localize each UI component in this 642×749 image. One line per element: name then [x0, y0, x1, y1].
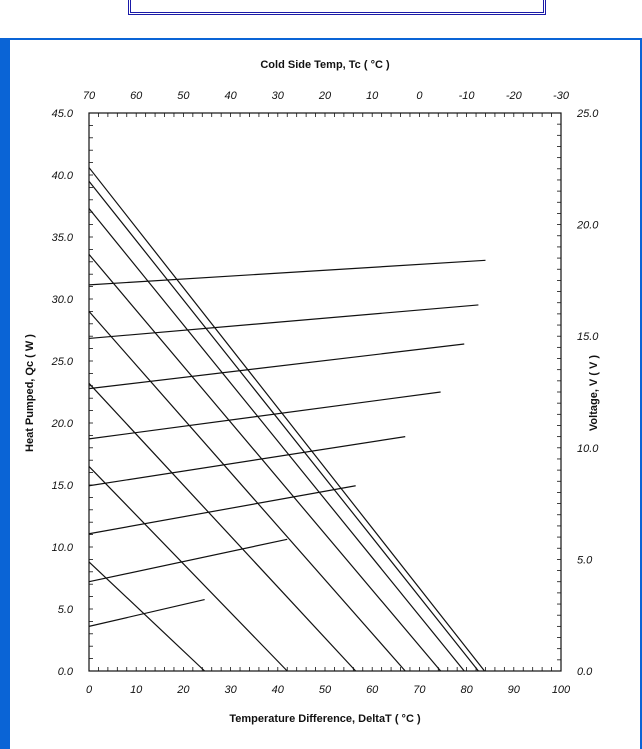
y2-tick-label: 25.0	[576, 108, 599, 120]
x2-tick-label: -10	[459, 90, 476, 102]
chart-panel	[10, 40, 640, 749]
x-axis-label: Temperature Difference, DeltaT ( °C )	[229, 713, 421, 725]
qc-line	[88, 180, 479, 672]
x2-tick-label: 50	[177, 90, 190, 102]
voltage-line	[88, 304, 479, 340]
x-tick-label: 100	[552, 684, 571, 696]
x2-tick-label: 60	[130, 90, 143, 102]
x-tick-label: 90	[508, 684, 521, 696]
y-tick-label: 45.0	[52, 108, 74, 120]
y-tick-label: 0.0	[58, 666, 74, 678]
y-tick-label: 15.0	[52, 480, 74, 492]
header-box	[128, 0, 546, 15]
voltage-line	[88, 538, 288, 583]
y-tick-label: 10.0	[52, 542, 74, 554]
y2-axis-label: Voltage, V ( V )	[588, 355, 600, 432]
x-tick-label: 60	[366, 684, 379, 696]
qc-line	[88, 311, 406, 672]
y2-tick-label: 15.0	[577, 331, 599, 343]
qc-line	[88, 208, 465, 672]
qc-line	[88, 253, 442, 672]
x2-tick-label: 0	[416, 90, 423, 102]
x-tick-label: 10	[130, 684, 143, 696]
x-tick-label: 20	[176, 684, 190, 696]
y-tick-label: 40.0	[52, 170, 74, 182]
qc-line	[88, 167, 486, 672]
y2-tick-label: 0.0	[577, 666, 593, 678]
qc-line	[88, 561, 206, 672]
voltage-line	[88, 343, 465, 390]
qc-line	[88, 465, 288, 672]
y-tick-label: 5.0	[58, 604, 74, 616]
x-tick-label: 40	[272, 684, 285, 696]
x-tick-label: 30	[224, 684, 237, 696]
y-axis-label: Heat Pumped, Qc ( W )	[24, 334, 36, 452]
y-tick-label: 20.0	[51, 418, 74, 430]
x2-tick-label: 20	[318, 90, 332, 102]
x-tick-label: 0	[86, 684, 93, 696]
x2-tick-label: -30	[553, 90, 570, 102]
voltage-line	[88, 259, 486, 286]
y2-tick-label: 10.0	[577, 443, 599, 455]
x2-tick-label: 40	[224, 90, 237, 102]
x2-tick-label: 30	[272, 90, 285, 102]
voltage-line	[88, 598, 205, 627]
voltage-line	[88, 436, 406, 487]
y2-tick-label: 5.0	[577, 554, 593, 566]
qc-line	[88, 382, 357, 672]
x2-tick-label: -20	[506, 90, 523, 102]
x-tick-label: 50	[319, 684, 332, 696]
chart-title: Cold Side Temp, Tc ( °C )	[260, 59, 390, 71]
x2-tick-label: 70	[83, 90, 96, 102]
x-tick-label: 80	[460, 684, 473, 696]
x2-tick-label: 10	[366, 90, 379, 102]
y-tick-label: 30.0	[52, 294, 74, 306]
voltage-line	[88, 391, 441, 440]
y-tick-label: 25.0	[51, 356, 74, 368]
y-tick-label: 35.0	[52, 232, 74, 244]
top-strip	[0, 0, 642, 38]
y2-tick-label: 20.0	[576, 220, 599, 232]
x-tick-label: 70	[413, 684, 426, 696]
voltage-line	[88, 485, 356, 535]
